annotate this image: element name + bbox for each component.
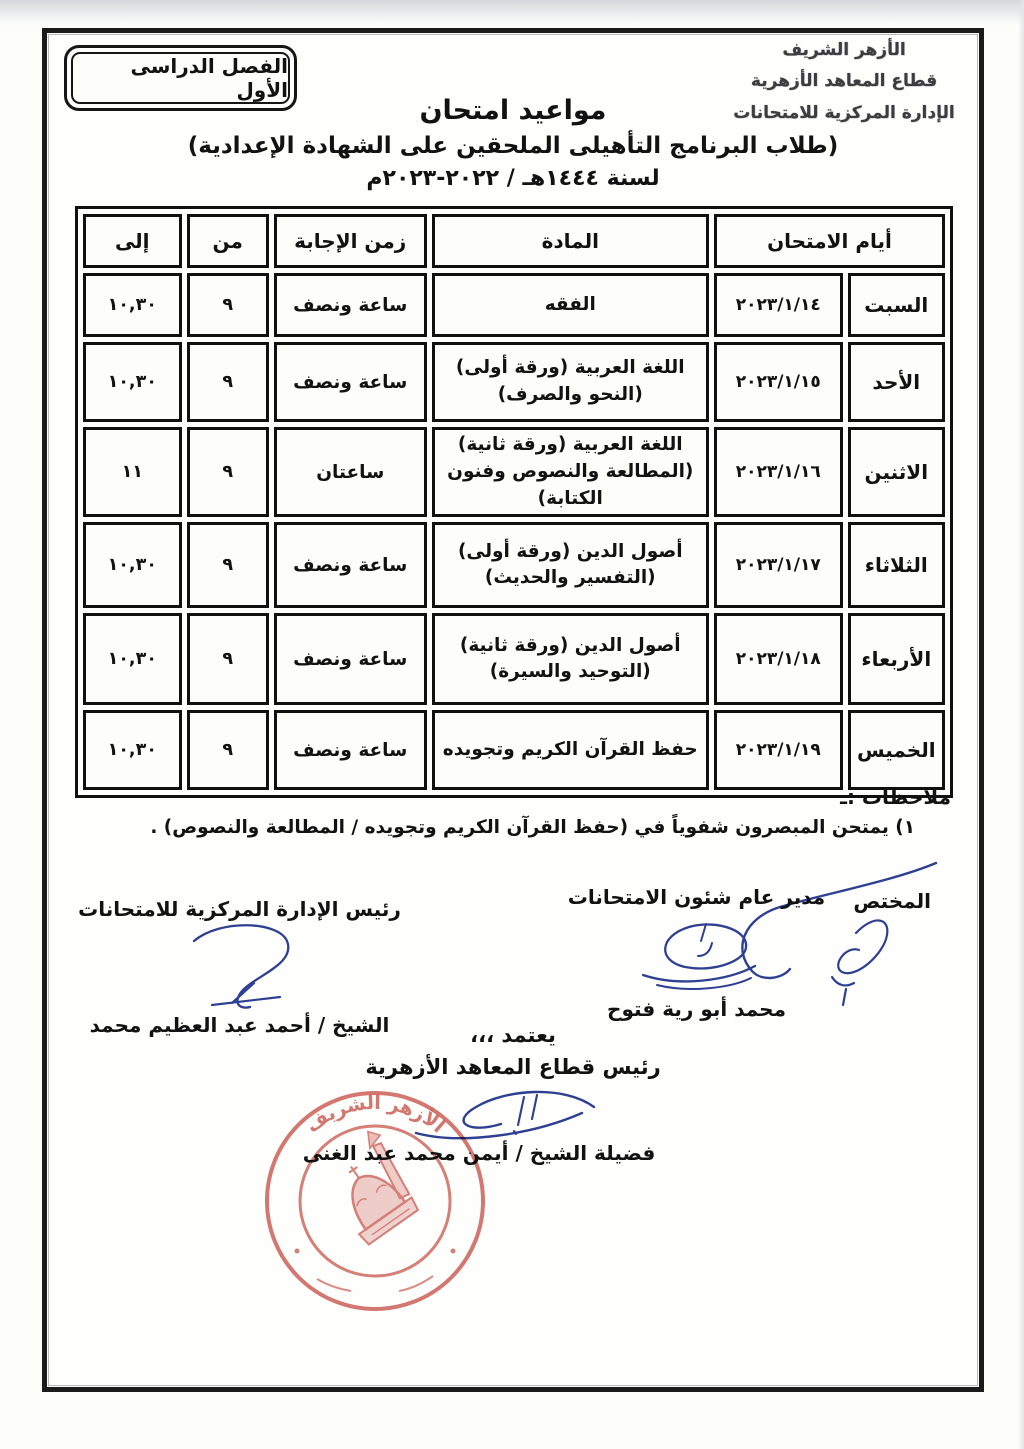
- cell-duration: ساعة ونصف: [273, 613, 427, 706]
- cell-duration: ساعة ونصف: [273, 342, 427, 422]
- notes-item-1: ١) يمتحن المبصرون شفوياً في (حفظ القرآن …: [150, 817, 915, 838]
- semester-badge: الفصل الدراسى الأول: [64, 45, 297, 111]
- director-signature-ink: [641, 923, 756, 990]
- scan-artifact-top: [0, 0, 1024, 26]
- cell-subject: اللغة العربية (ورقة أولى) (النحو والصرف): [431, 342, 709, 422]
- notes-heading: ملاحظات :ـ: [840, 785, 951, 809]
- cell-duration: ساعة ونصف: [273, 710, 427, 791]
- cell-date: ٢٠٢٣/١/١٥: [713, 342, 843, 422]
- notes-section: ملاحظات :ـ ١) يمتحن المبصرون شفوياً في (…: [77, 785, 951, 838]
- cell-to: ١٠,٣٠: [83, 273, 182, 337]
- exam-schedule-table-wrap: أيام الامتحان المادة زمن الإجابة من إلى …: [75, 206, 953, 799]
- approval-word: يعتمد ،،،: [470, 1023, 556, 1047]
- cell-subject: حفظ القرآن الكريم وتجويده: [431, 710, 709, 791]
- document-title: مواعيد امتحان (طلاب البرنامج التأهيلى ال…: [47, 95, 979, 191]
- table-row: الأحد ٢٠٢٣/١/١٥ اللغة العربية (ورقة أولى…: [83, 342, 945, 422]
- header-subject: المادة: [431, 214, 709, 268]
- table-row: السبت ٢٠٢٣/١/١٤ الفقه ساعة ونصف ٩ ١٠,٣٠: [83, 273, 945, 337]
- approval-title: رئيس قطاع المعاهد الأزهرية: [365, 1055, 661, 1079]
- letterhead-line2: قطاع المعاهد الأزهرية: [750, 71, 938, 92]
- cell-subject: أصول الدين (ورقة ثانية) (التوحيد والسيرة): [431, 613, 709, 706]
- table-row: الخميس ٢٠٢٣/١/١٩ حفظ القرآن الكريم وتجوي…: [83, 710, 945, 791]
- cell-to: ١٠,٣٠: [83, 613, 182, 706]
- cell-day: الأحد: [847, 342, 945, 422]
- director-title: مدير عام شئون الامتحانات: [567, 885, 826, 909]
- header-to: إلى: [83, 214, 182, 268]
- chief-title: رئيس الإدارة المركزية للامتحانات: [78, 897, 401, 921]
- title-line2: (طلاب البرنامج التأهيلى الملحقين على الش…: [187, 133, 839, 159]
- letterhead: الأزهر الشريف قطاع المعاهد الأزهرية الإد…: [713, 35, 975, 129]
- cell-from: ٩: [186, 613, 269, 706]
- chief-signature-ink: [192, 924, 289, 1009]
- cell-to: ١١: [83, 427, 182, 518]
- cell-to: ١٠,٣٠: [83, 342, 182, 422]
- header-exam-days: أيام الامتحان: [713, 214, 945, 268]
- cell-date: ٢٠٢٣/١/١٩: [713, 710, 843, 791]
- cell-day: السبت: [847, 273, 945, 337]
- cell-duration: ساعة ونصف: [273, 522, 427, 609]
- cell-duration: ساعة ونصف: [273, 273, 427, 337]
- cell-to: ١٠,٣٠: [83, 522, 182, 609]
- page-border-frame: الأزهر الشريف قطاع المعاهد الأزهرية الإد…: [42, 28, 984, 1392]
- table-row: الأربعاء ٢٠٢٣/١/١٨ أصول الدين (ورقة ثاني…: [83, 613, 945, 706]
- cell-subject: أصول الدين (ورقة أولى) (التفسير والحديث): [431, 522, 709, 609]
- signature-block-specialist: المختص: [728, 851, 943, 1031]
- cell-day: الأربعاء: [847, 613, 945, 706]
- cell-from: ٩: [186, 427, 269, 518]
- director-name: محمد أبو رية فتوح: [607, 997, 786, 1021]
- letterhead-line1: الأزهر الشريف: [782, 40, 906, 60]
- cell-subject: الفقه: [431, 273, 709, 337]
- cell-day: الاثنين: [847, 427, 945, 518]
- specialist-signature-ink: [741, 861, 938, 1007]
- cell-from: ٩: [186, 710, 269, 791]
- sector-chief-name: فضيلة الشيخ / أيمن محمد عبد الغنى: [302, 1141, 656, 1165]
- signature-block-director: مدير عام شئون الامتحانات محمد أبو رية فت…: [559, 885, 834, 1021]
- cell-date: ٢٠٢٣/١/١٦: [713, 427, 843, 518]
- svg-text:الأزهر الشريف: الأزهر الشريف: [302, 1092, 449, 1137]
- cell-date: ٢٠٢٣/١/١٨: [713, 613, 843, 706]
- chief-name: الشيخ / أحمد عبد العظيم محمد: [89, 1013, 390, 1037]
- cell-duration: ساعتان: [273, 427, 427, 518]
- table-row: الاثنين ٢٠٢٣/١/١٦ اللغة العربية (ورقة ثا…: [83, 427, 945, 518]
- cell-from: ٩: [186, 522, 269, 609]
- cell-date: ٢٠٢٣/١/١٧: [713, 522, 843, 609]
- cell-subject: اللغة العربية (ورقة ثانية) (المطالعة والن…: [431, 427, 709, 518]
- title-line1: مواعيد امتحان: [419, 95, 607, 126]
- cell-day: الخميس: [847, 710, 945, 791]
- letterhead-line3: الإدارة المركزية للامتحانات: [733, 102, 955, 123]
- exam-schedule-table: أيام الامتحان المادة زمن الإجابة من إلى …: [75, 206, 953, 799]
- header-from: من: [186, 214, 269, 268]
- official-round-stamp: الأزهر الشريف: [265, 1091, 485, 1311]
- sector-chief-signature-ink: [414, 1090, 596, 1140]
- header-duration: زمن الإجابة: [273, 214, 427, 268]
- scan-artifact-right: [1018, 0, 1024, 1449]
- signature-block-chief: رئيس الإدارة المركزية للامتحانات الشيخ /…: [52, 897, 427, 1037]
- specialist-title: المختص: [853, 889, 931, 913]
- table-header-row: أيام الامتحان المادة زمن الإجابة من إلى: [83, 214, 945, 268]
- approval-section: يعتمد ،،، رئيس قطاع المعاهد الأزهرية فضي…: [47, 1023, 979, 1165]
- table-row: الثلاثاء ٢٠٢٣/١/١٧ أصول الدين (ورقة أولى…: [83, 522, 945, 609]
- cell-date: ٢٠٢٣/١/١٤: [713, 273, 843, 337]
- cell-from: ٩: [186, 342, 269, 422]
- cell-from: ٩: [186, 273, 269, 337]
- title-line3: لسنة ١٤٤٤هـ / ٢٠٢٢-٢٠٢٣م: [366, 166, 660, 191]
- semester-badge-label: الفصل الدراسى الأول: [71, 52, 290, 104]
- cell-to: ١٠,٣٠: [83, 710, 182, 791]
- cell-day: الثلاثاء: [847, 522, 945, 609]
